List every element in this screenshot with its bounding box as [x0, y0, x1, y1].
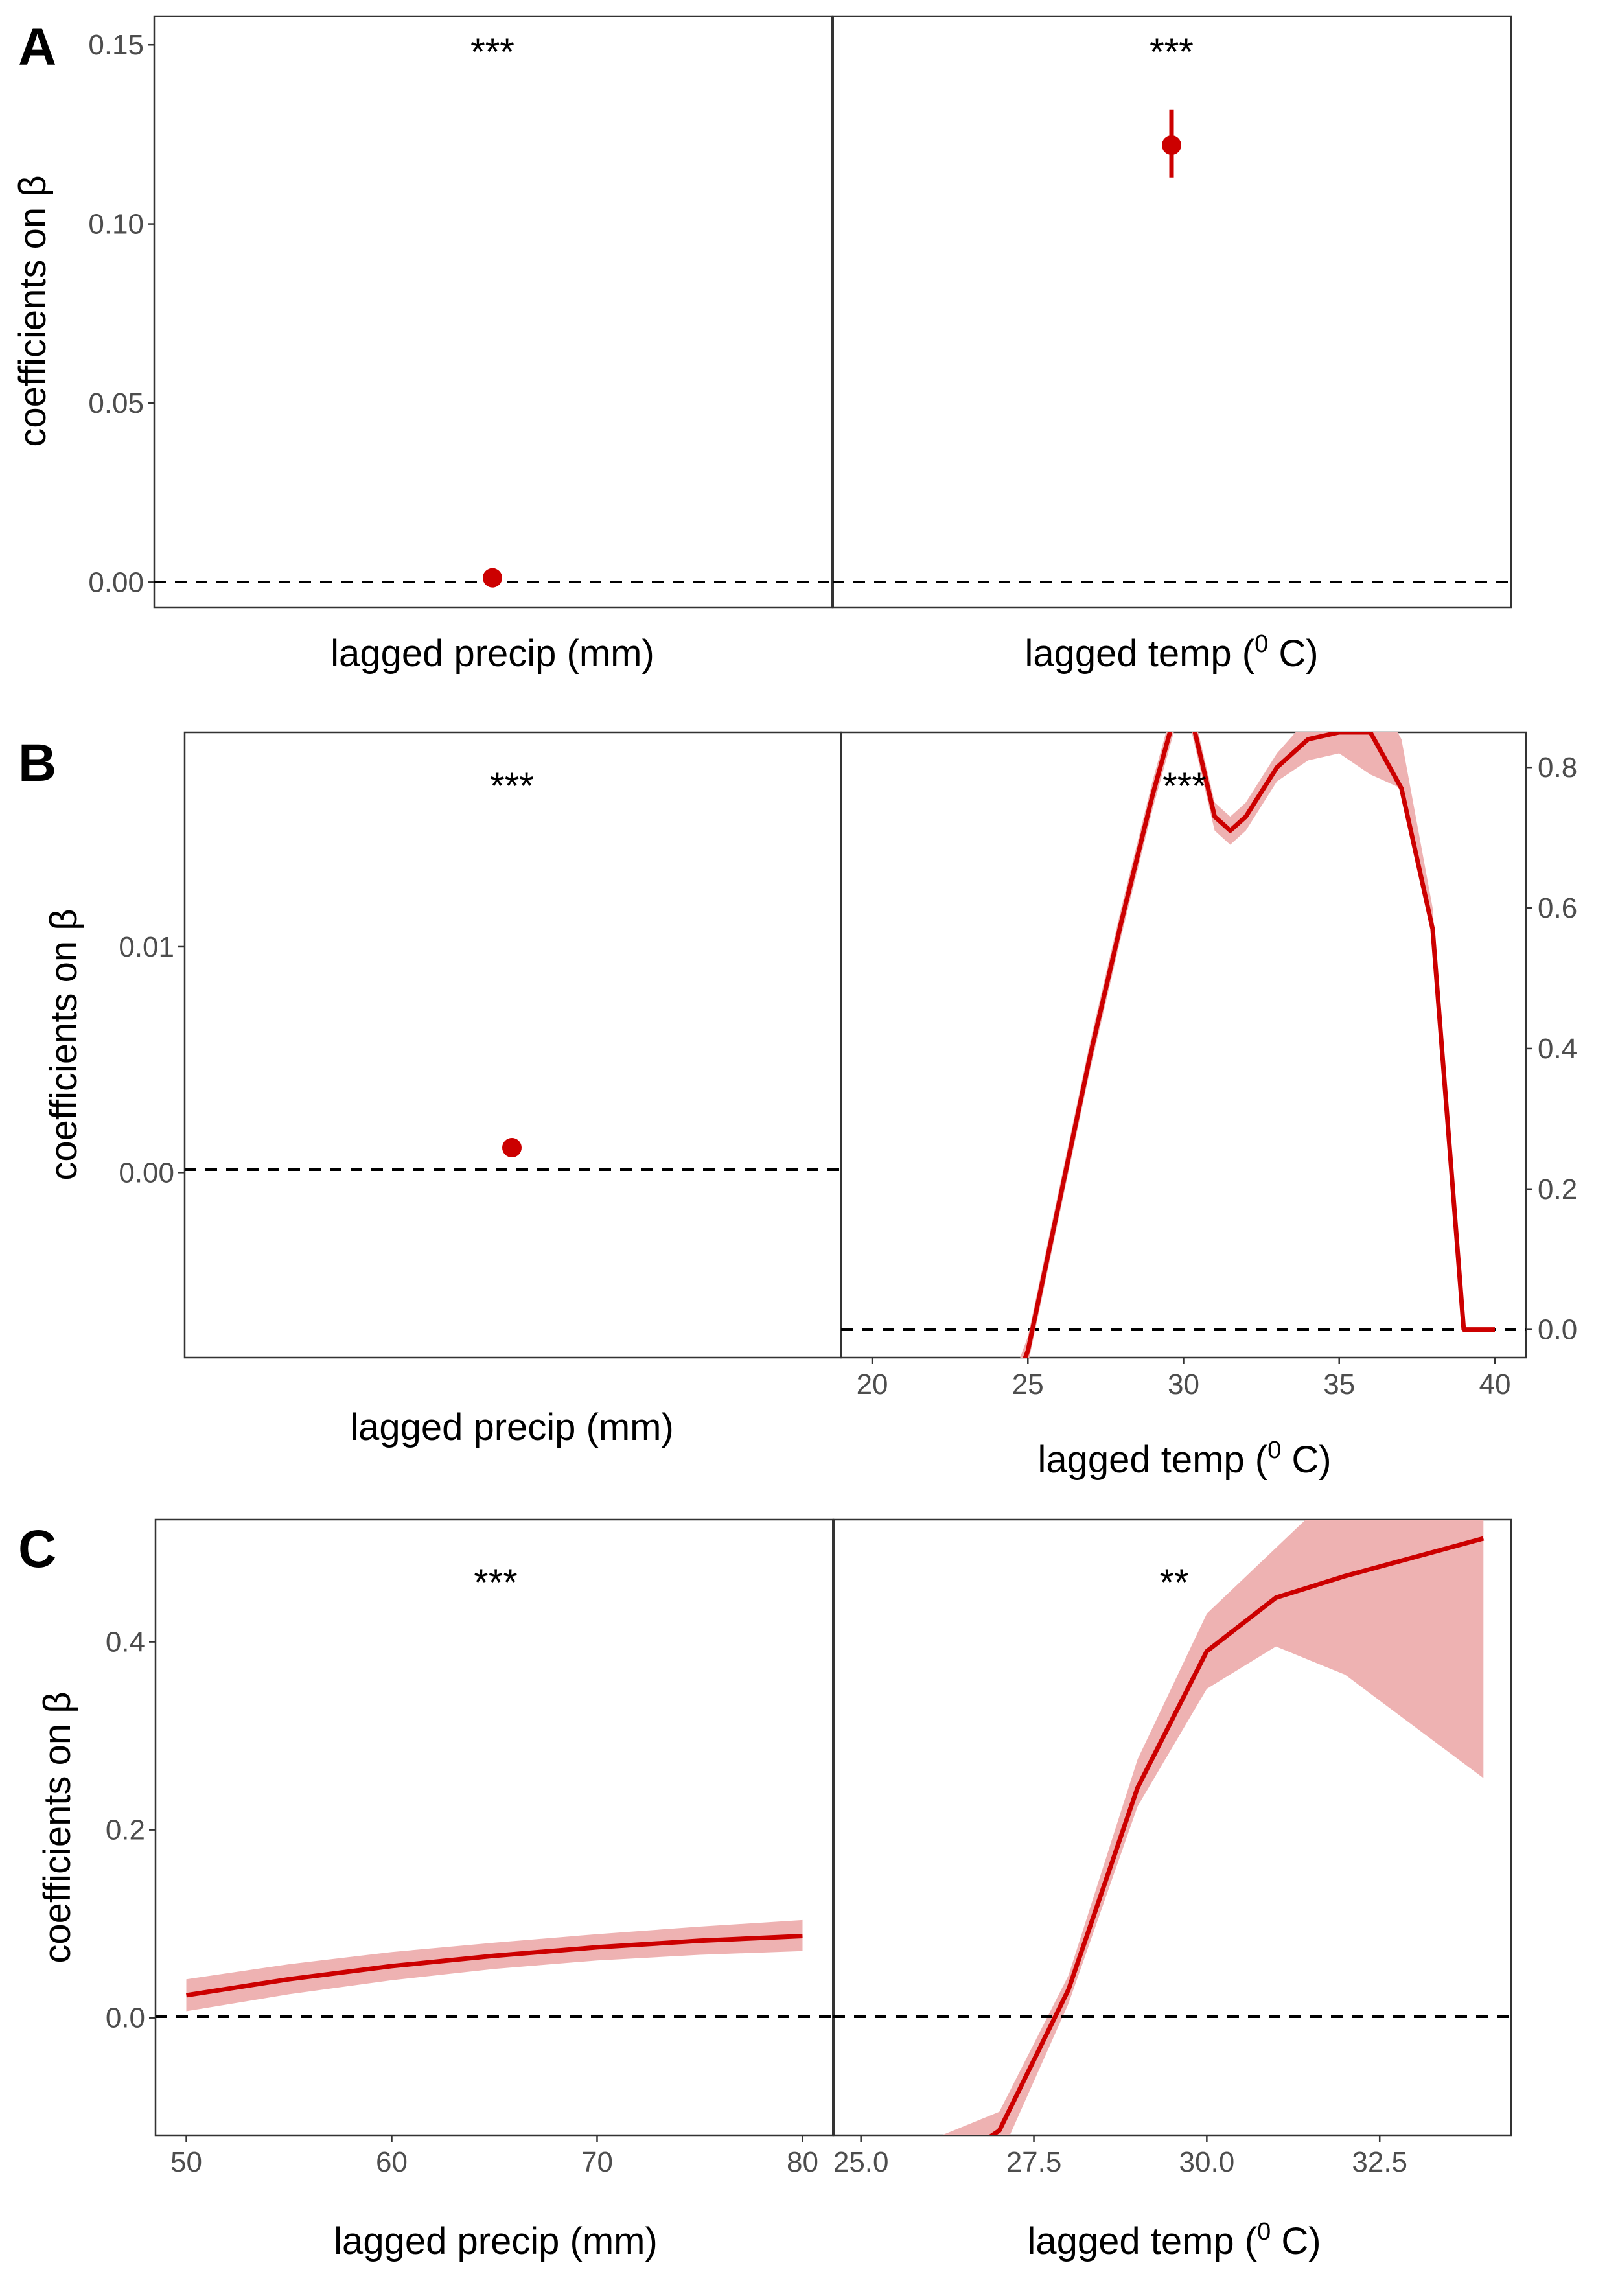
- panel-b-temp-y-tick-label-4: 0.8: [1538, 752, 1577, 783]
- panel-b-temp-plot: [841, 732, 1526, 1358]
- panel-b-temp-xlabel-main: lagged temp (: [1037, 1439, 1267, 1481]
- panel-b-precip-y-axis: 0.00 0.01: [119, 931, 185, 1189]
- panel-b-facet-temp-frame: [840, 731, 1527, 1359]
- panel-b-temp-x-tick-label-1: 25: [1012, 1369, 1044, 1400]
- panel-c-temp-xlabel-suffix: C): [1271, 2220, 1321, 2262]
- panel-c-precip-significance: ***: [474, 1562, 518, 1604]
- panel-a-facet-precip-frame: [153, 15, 834, 609]
- panel-c-temp-line: [988, 1536, 1485, 2135]
- panel-b-temp-y-tick-label-2: 0.4: [1538, 1033, 1577, 1065]
- panel-c-precip-x-axis: 50 60 70 80: [170, 2135, 818, 2178]
- panel-a-y-axis-title: coefficients on β: [12, 175, 54, 446]
- panel-b-temp-x-axis: 20 25 30 35 40: [857, 1358, 1510, 1400]
- panel-b-temp-y-tick-label-3: 0.6: [1538, 892, 1577, 924]
- panel-c-precip-x-tick-label-3: 80: [787, 2146, 818, 2178]
- panel-c-precip-x-tick-label-0: 50: [170, 2146, 202, 2178]
- panel-a-precip-significance: ***: [470, 31, 514, 73]
- panel-c-precip-plot: [156, 1919, 833, 2018]
- panel-b-temp-xlabel-suffix: C): [1281, 1439, 1331, 1481]
- panel-a-precip-point-0: [483, 568, 502, 588]
- panel-c-y-axis: 0.0 0.2 0.4: [106, 1627, 156, 2034]
- panel-b-precip-plot: [185, 1138, 841, 1171]
- panel-c-temp-x-tick-label-1: 27.5: [1006, 2146, 1062, 2178]
- panel-b-temp-y-tick-label-0: 0.0: [1538, 1314, 1577, 1346]
- panel-c-temp-x-tick-label-0: 25.0: [833, 2146, 889, 2178]
- panel-b-temp-y-tick-label-1: 0.2: [1538, 1174, 1577, 1205]
- panel-c-y-tick-label-2: 0.4: [106, 1627, 145, 1658]
- panel-b-temp-confidence-band: [1020, 732, 1495, 1358]
- panel-c-y-axis-title: coefficients on β: [36, 1691, 78, 1963]
- panel-a-temp-point-0: [1162, 135, 1181, 155]
- panel-a-temp-xlabel-sup: 0: [1254, 631, 1268, 658]
- panel-letter-c: C: [18, 1520, 56, 1579]
- panel-b-temp-x-tick-label-3: 35: [1323, 1369, 1355, 1400]
- panel-a-temp-significance: ***: [1150, 31, 1194, 73]
- panel-c-temp-x-axis: 25.0 27.5 30.0 32.5: [833, 2135, 1407, 2178]
- panel-b-temp-significance: ***: [1162, 765, 1207, 807]
- panel-c-temp-significance: **: [1159, 1562, 1188, 1604]
- panel-a-temp-xlabel-suffix: C): [1268, 632, 1318, 675]
- panel-b-temp-x-tick-label-0: 20: [857, 1369, 888, 1400]
- panel-b-temp-x-axis-title: lagged temp (0 C): [1037, 1437, 1331, 1481]
- panel-c-precip-line: [185, 1934, 803, 1998]
- panel-a-y-tick-label-1: 0.05: [88, 388, 144, 419]
- panel-b: B coefficients on β 0.000.01 0.00.20.40.…: [18, 731, 1577, 1481]
- panel-c-facet-precip-frame: [154, 1518, 835, 2137]
- panel-c-temp-confidence-band: [942, 1520, 1484, 2135]
- panel-a-y-tick-label-0: 0.00: [88, 566, 144, 598]
- panel-b-precip-y-tick-label-0: 0.00: [119, 1157, 174, 1189]
- panel-a-temp-plot: [833, 109, 1511, 583]
- panel-a-facet-temp-frame: [831, 15, 1512, 609]
- panel-c-temp-x-tick-label-3: 32.5: [1352, 2146, 1407, 2178]
- panel-c-precip-x-axis-title: lagged precip (mm): [334, 2220, 658, 2262]
- panel-c-y-tick-label-1: 0.2: [106, 1815, 145, 1846]
- panel-b-temp-xlabel-sup: 0: [1267, 1437, 1281, 1464]
- panel-letter-a: A: [18, 17, 56, 76]
- panel-b-precip-point-0: [502, 1138, 522, 1158]
- panel-b-facet-precip-frame: [183, 731, 842, 1359]
- panel-a-y-tick-label-2: 0.10: [88, 209, 144, 240]
- panel-a: A coefficients on β 0.00 0.05 0.10 0.15 ***…: [12, 15, 1512, 675]
- panel-a-y-axis: 0.00 0.05 0.10 0.15: [88, 29, 154, 598]
- panel-b-temp-x-tick-label-2: 30: [1168, 1369, 1199, 1400]
- panel-c-temp-xlabel-sup: 0: [1257, 2218, 1271, 2245]
- panel-b-precip-significance: ***: [490, 765, 534, 807]
- panel-c-precip-x-tick-label-2: 70: [581, 2146, 613, 2178]
- panel-a-precip-x-axis-title: lagged precip (mm): [330, 632, 654, 675]
- panel-a-temp-xlabel-main: lagged temp (: [1024, 632, 1254, 675]
- panel-a-y-tick-label-3: 0.15: [88, 29, 144, 61]
- panel-b-precip-x-axis-title: lagged precip (mm): [350, 1406, 674, 1448]
- panel-c-precip-x-tick-label-1: 60: [376, 2146, 408, 2178]
- panel-c-temp-x-axis-title: lagged temp (0 C): [1027, 2218, 1321, 2262]
- panel-a-temp-x-axis-title: lagged temp (0 C): [1024, 631, 1318, 675]
- panel-b-temp-line: [1023, 732, 1495, 1358]
- panel-b-precip-y-tick-label-1: 0.01: [119, 931, 174, 963]
- panel-a-precip-plot: [154, 568, 833, 588]
- panel-c-precip-confidence-band: [186, 1919, 803, 2012]
- panel-b-temp-y-axis: 0.0 0.2 0.4 0.6 0.8: [1526, 752, 1577, 1346]
- panel-b-y-axis-title: coefficients on β: [43, 909, 85, 1180]
- panel-c-y-tick-label-0: 0.0: [106, 2002, 145, 2034]
- panel-c-temp-plot: [833, 1520, 1511, 2135]
- panel-c-temp-x-tick-label-2: 30.0: [1179, 2146, 1235, 2178]
- panel-c: C coefficients on β 0.0 0.2 0.4 50 60 70 80 2…: [18, 1518, 1512, 2262]
- panel-c-temp-xlabel-main: lagged temp (: [1027, 2220, 1257, 2262]
- panel-b-temp-x-tick-label-4: 40: [1479, 1369, 1510, 1400]
- panel-letter-b: B: [18, 734, 56, 793]
